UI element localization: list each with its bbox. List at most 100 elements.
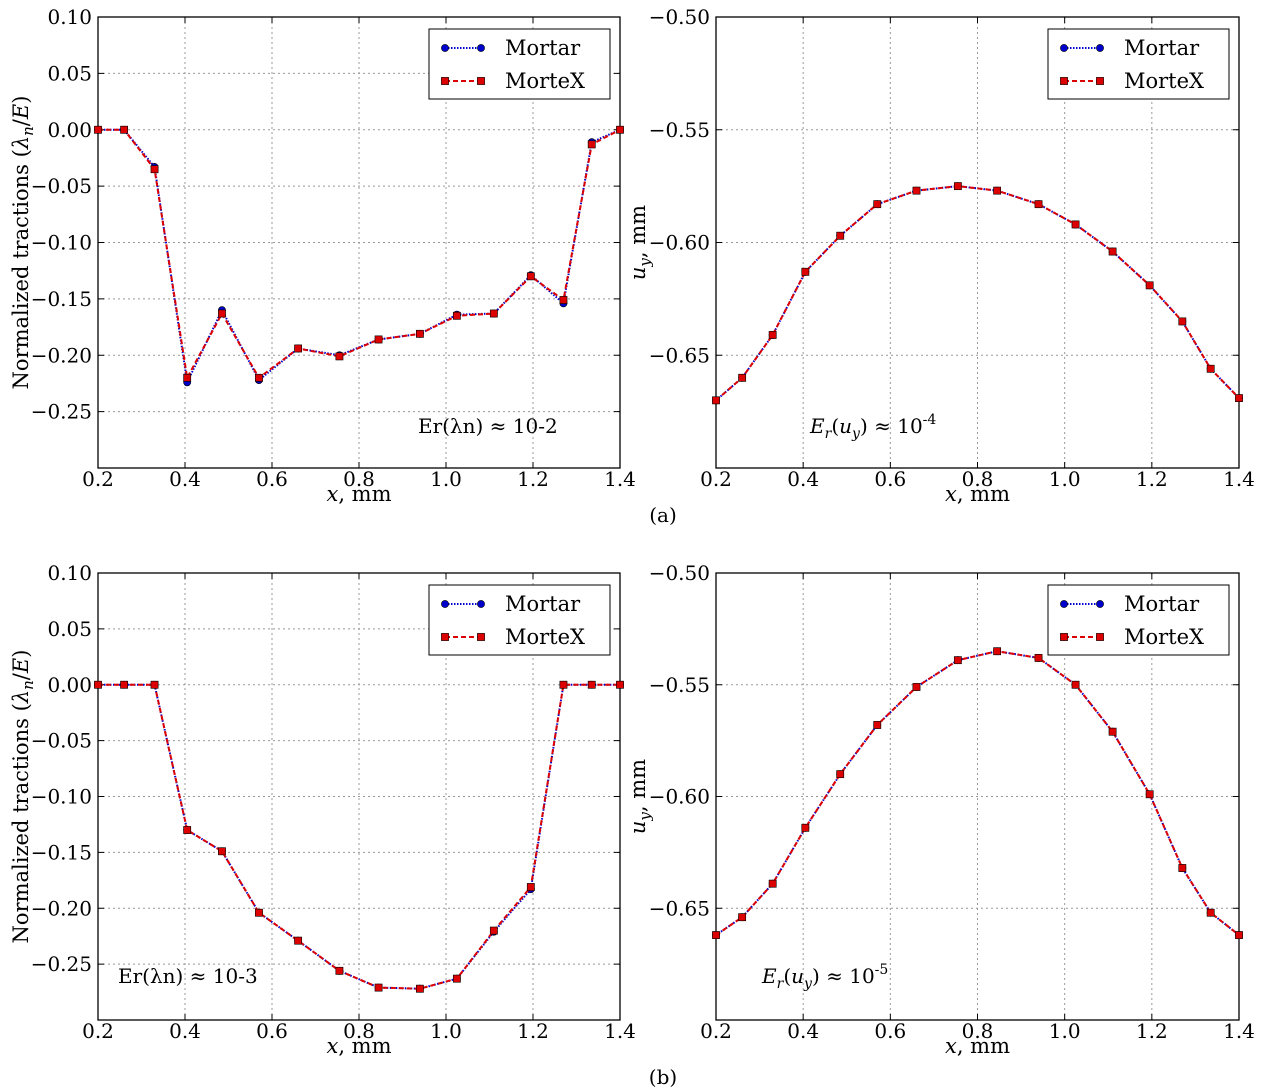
data-point-mortex [150, 165, 159, 174]
legend-marker-mortex [441, 633, 449, 641]
x-axis-label: x, mm [945, 1034, 1010, 1058]
legend-marker-mortex [1060, 77, 1068, 85]
data-point-mortex [873, 200, 882, 209]
data-point-mortex [836, 770, 845, 779]
legend-label-mortex: MorteX [505, 625, 585, 649]
data-point-mortex [953, 182, 962, 191]
legend-label-mortar: Mortar [505, 36, 581, 60]
data-point-mortex [768, 331, 777, 339]
x-tick-label: 0.6 [874, 467, 906, 491]
data-point-mortex [374, 983, 383, 992]
data-point-mortex [1206, 908, 1215, 917]
data-point-mortex [1178, 317, 1187, 326]
data-point-mortex [559, 680, 568, 689]
data-point-mortex [218, 309, 226, 318]
x-tick-label: 1.2 [1136, 467, 1168, 491]
data-point-mortex [1108, 727, 1117, 736]
x-tick-label: 1.4 [604, 1019, 636, 1043]
data-point-mortex [801, 823, 810, 832]
y-tick-label: −0.50 [649, 5, 710, 29]
y-tick-label: 0.05 [47, 617, 92, 641]
data-point-mortex [183, 373, 192, 382]
data-point-mortex [1071, 680, 1080, 689]
y-tick-label: 0.00 [47, 673, 92, 697]
x-tick-label: 0.8 [343, 467, 375, 491]
data-point-mortex [120, 125, 128, 134]
data-point-mortex [616, 680, 624, 689]
data-point-mortex [255, 908, 263, 917]
legend-marker-mortar [441, 44, 449, 52]
y-tick-label: −0.25 [31, 400, 92, 424]
y-tick-label: −0.15 [31, 840, 92, 864]
data-point-mortex [993, 186, 1002, 195]
y-tick-label: −0.05 [31, 174, 92, 198]
legend-box [428, 584, 611, 656]
data-point-mortex [94, 125, 102, 134]
data-point-mortex [1235, 394, 1243, 402]
x-tick-label: 0.4 [787, 467, 819, 491]
y-axis-label: Normalized tractions (λn/E) [9, 96, 37, 390]
data-point-mortex [836, 231, 845, 240]
data-point-mortex [1178, 864, 1187, 872]
y-tick-label: −0.25 [31, 952, 92, 976]
y-tick-label: −0.60 [649, 785, 710, 809]
x-tick-label: 1.4 [1223, 467, 1255, 491]
legend-marker-mortex [441, 77, 449, 85]
x-tick-label: 1.0 [430, 1019, 462, 1043]
x-axis-label: x, mm [945, 482, 1010, 506]
y-tick-label: −0.50 [649, 561, 710, 585]
data-point-mortex [150, 680, 159, 689]
data-point-mortex [1108, 247, 1117, 256]
y-tick-label: −0.10 [31, 231, 92, 255]
x-tick-label: 0.8 [343, 1019, 375, 1043]
y-tick-label: 0.05 [47, 61, 92, 85]
y-tick-label: −0.65 [649, 343, 710, 367]
data-point-mortex [712, 931, 720, 939]
series-line-mortar [715, 650, 1240, 936]
x-tick-label: 0.2 [700, 1019, 732, 1043]
error-annotation: Er(λn) ≈ 10-2 [418, 414, 558, 438]
data-point-mortex [801, 267, 810, 276]
legend-label-mortex: MorteX [1124, 625, 1204, 649]
y-tick-label: −0.15 [31, 287, 92, 311]
y-tick-label: −0.20 [31, 343, 92, 367]
data-point-mortex [526, 883, 535, 891]
x-tick-label: 1.4 [604, 467, 636, 491]
legend-label-mortex: MorteX [1124, 69, 1204, 93]
legend-marker-mortex [477, 633, 485, 641]
data-point-mortex [415, 984, 424, 993]
data-point-mortex [953, 656, 962, 665]
data-point-mortex [294, 344, 302, 353]
legend-box [428, 28, 611, 100]
y-tick-label: −0.20 [31, 896, 92, 920]
legend-marker-mortar [1096, 44, 1104, 52]
x-tick-label: 0.6 [256, 467, 288, 491]
chart-b_left: 0.2 0.4 0.6 0.8 1.0 1.2 1.4 0.10 0.05 0.00 −0.05 −0… [9, 561, 636, 1058]
data-point-mortex [1145, 790, 1154, 799]
data-point-mortex [1235, 931, 1243, 939]
data-point-mortex [587, 140, 596, 149]
data-point-mortex [912, 683, 921, 691]
legend-label-mortar: Mortar [505, 592, 581, 616]
legend-marker-mortex [1096, 633, 1104, 641]
chart-b_right: 0.2 0.4 0.6 0.8 1.0 1.2 1.4 −0.50 −0.55 −0.60 −0.6… [626, 561, 1255, 1058]
caption-a: (a) [649, 503, 677, 527]
y-tick-label: −0.55 [649, 673, 710, 697]
data-point-mortex [712, 396, 720, 405]
x-tick-label: 0.4 [787, 1019, 819, 1043]
legend-label-mortar: Mortar [1124, 36, 1200, 60]
data-point-mortex [738, 913, 747, 922]
legend-marker-mortar [1060, 600, 1068, 608]
legend-box [1047, 584, 1230, 656]
data-point-mortex [415, 329, 424, 338]
x-axis-label: x, mm [326, 1034, 391, 1058]
y-tick-label: −0.10 [31, 785, 92, 809]
chart-a_right: 0.2 0.4 0.6 0.8 1.0 1.2 1.4 −0.50 −0.55 −0.60 −0.6… [626, 5, 1255, 506]
y-tick-label: −0.05 [31, 729, 92, 753]
legend-marker-mortex [1096, 77, 1104, 85]
data-point-mortex [873, 721, 882, 729]
legend-marker-mortar [441, 600, 449, 608]
x-tick-label: 0.8 [962, 1019, 994, 1043]
data-point-mortex [489, 309, 498, 318]
data-point-mortex [452, 974, 461, 983]
